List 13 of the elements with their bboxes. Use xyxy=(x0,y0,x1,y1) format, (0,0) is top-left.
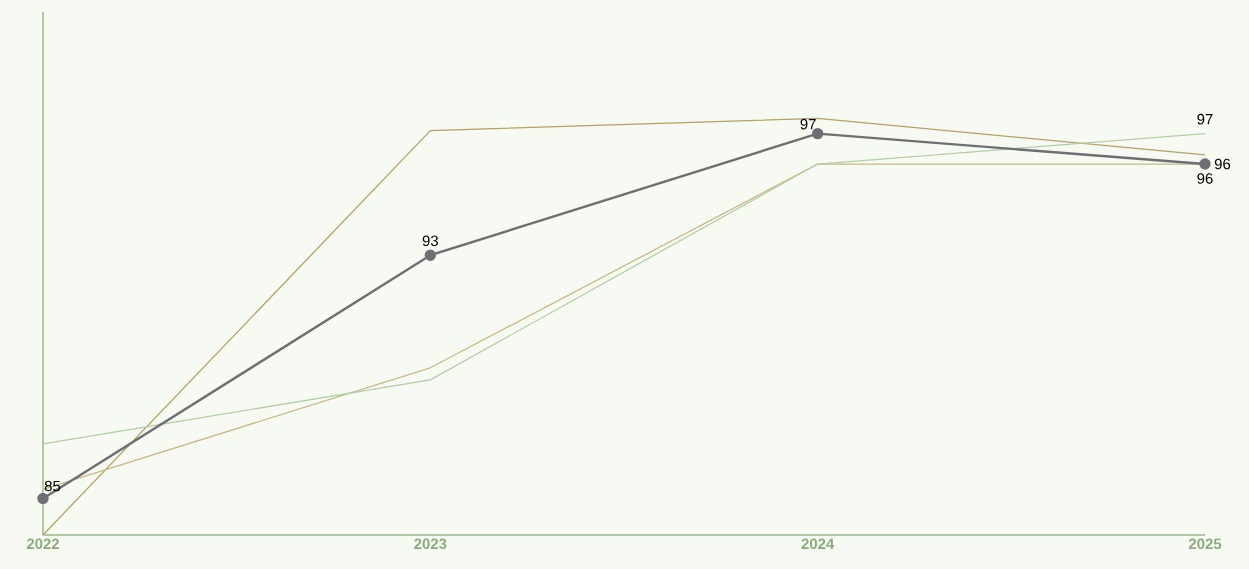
x-tick-label: 2024 xyxy=(801,538,835,550)
x-tick-label: 2023 xyxy=(414,538,447,550)
point xyxy=(37,492,49,505)
data-label: 96 xyxy=(1214,158,1231,170)
data-label: 97 xyxy=(1197,113,1213,125)
x-tick-label: 2025 xyxy=(1188,538,1222,550)
data-label: 85 xyxy=(44,480,61,492)
data-label: 96 xyxy=(1197,173,1213,184)
x-tick-label: 2022 xyxy=(26,538,60,550)
data-label: 93 xyxy=(422,235,438,247)
data-label: 97 xyxy=(800,118,816,130)
point xyxy=(424,249,437,261)
point xyxy=(1199,158,1211,170)
